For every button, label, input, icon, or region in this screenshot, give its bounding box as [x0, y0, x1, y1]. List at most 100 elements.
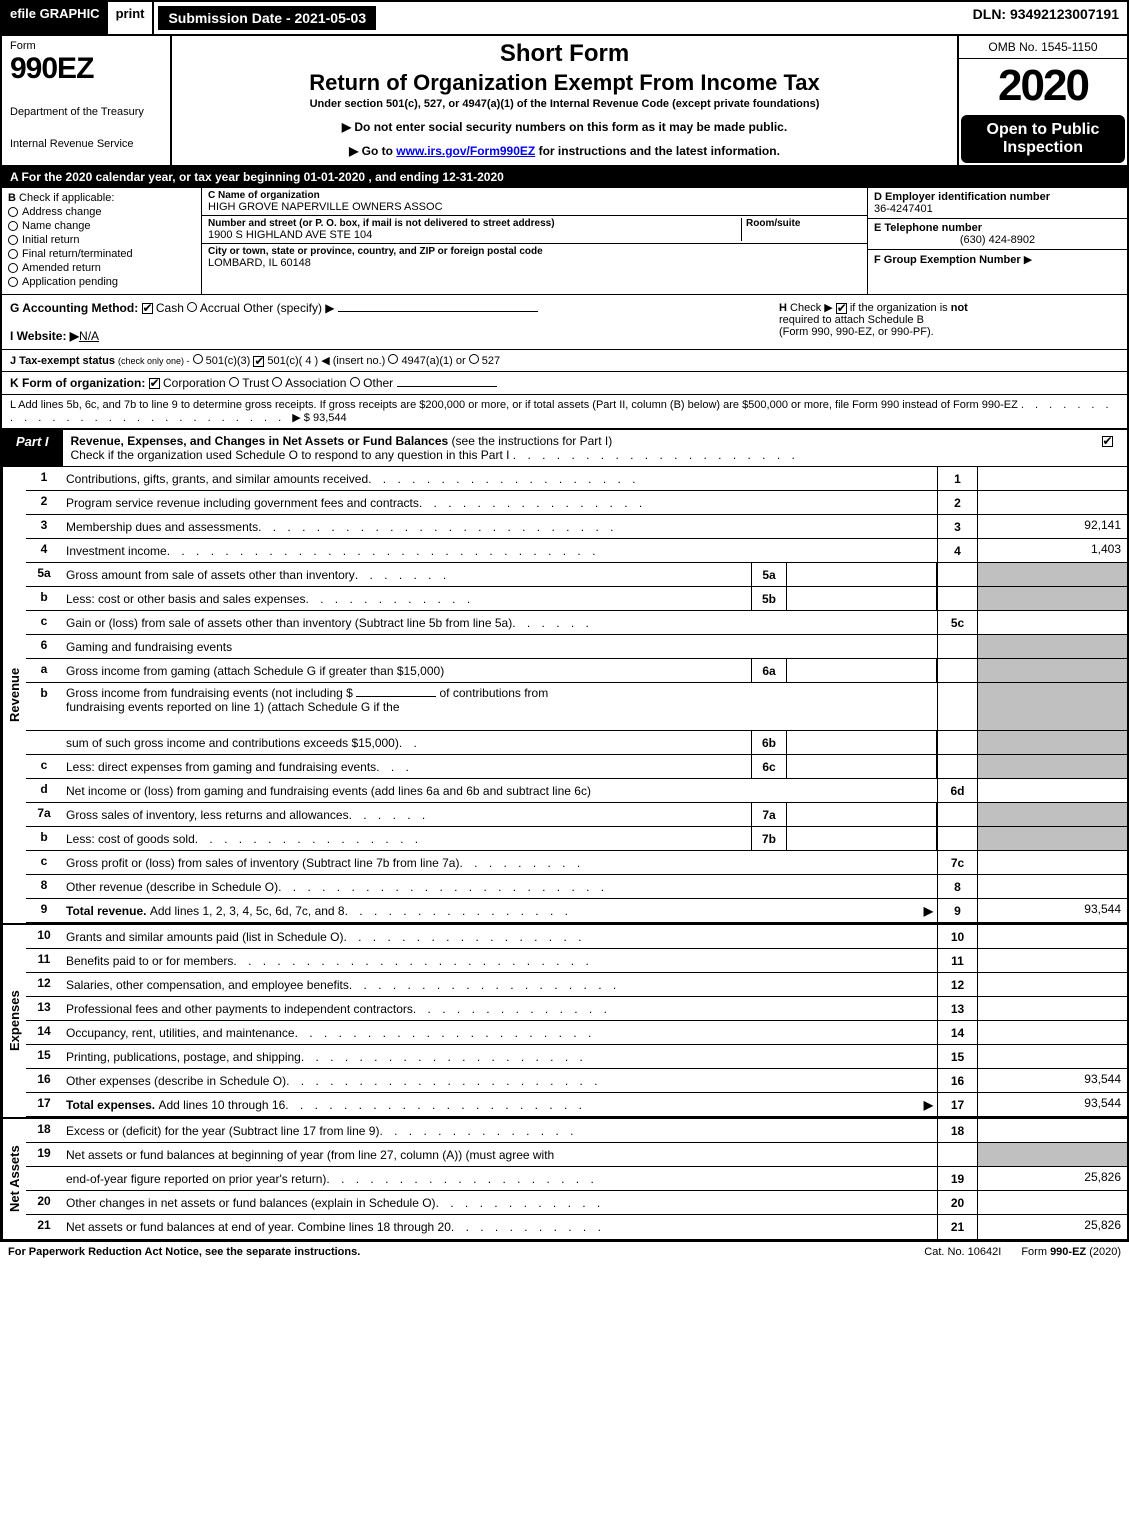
line-6b-1: b Gross income from fundraising events (… — [26, 683, 1127, 731]
dln-label: DLN: 93492123007191 — [965, 2, 1127, 34]
ln-6a: a — [26, 659, 62, 682]
section-b: B Check if applicable: Address change Na… — [2, 188, 202, 294]
desc-21-text: Net assets or fund balances at end of ye… — [66, 1220, 451, 1234]
page-footer: For Paperwork Reduction Act Notice, see … — [0, 1241, 1129, 1262]
val-20 — [977, 1191, 1127, 1214]
chk-h[interactable] — [836, 303, 847, 314]
d-value: 36-4247401 — [874, 203, 1121, 215]
footer-right-suffix: (2020) — [1086, 1246, 1121, 1258]
desc-20-text: Other changes in net assets or fund bala… — [66, 1196, 436, 1210]
dots: . . — [399, 736, 747, 750]
desc-9: Total revenue. Add lines 1, 2, 3, 4, 5c,… — [62, 899, 937, 922]
line-5c: c Gain or (loss) from sale of assets oth… — [26, 611, 1127, 635]
line-16: 16 Other expenses (describe in Schedule … — [26, 1069, 1127, 1093]
chk-501c3[interactable] — [193, 354, 203, 364]
entity-right: D Employer identification number 36-4247… — [867, 188, 1127, 294]
desc-6: Gaming and fundraising events — [62, 635, 937, 658]
line-6b-2: sum of such gross income and contributio… — [26, 731, 1127, 755]
city-row: City or town, state or province, country… — [202, 244, 867, 271]
num-21: 21 — [937, 1215, 977, 1239]
desc-5c-text: Gain or (loss) from sale of assets other… — [66, 616, 512, 630]
sec-a-begin: 01-01-2020 — [304, 170, 365, 184]
expenses-side-label: Expenses — [2, 925, 26, 1117]
group-exemption-row: F Group Exemption Number ▶ — [868, 250, 1127, 294]
circle-icon — [8, 221, 18, 231]
val-5b-shaded — [977, 587, 1127, 610]
subval-7b — [787, 827, 937, 850]
val-6c-shaded — [977, 755, 1127, 778]
city-label: City or town, state or province, country… — [208, 246, 861, 257]
app-pending-label: Application pending — [22, 276, 118, 288]
ln-6b: b — [26, 683, 62, 730]
chk-527[interactable] — [469, 354, 479, 364]
initial-return-label: Initial return — [22, 234, 79, 246]
desc-6b-1: Gross income from fundraising events (no… — [66, 686, 353, 700]
chk-assoc[interactable] — [272, 377, 282, 387]
part-1-header: Part I Revenue, Expenses, and Changes in… — [2, 430, 1127, 467]
dots: . . . . . . . . . . . . . . . . . . . . … — [233, 954, 933, 968]
street-label: Number and street (or P. O. box, if mail… — [208, 218, 741, 229]
desc-13-text: Professional fees and other payments to … — [66, 1002, 413, 1016]
k-other-field[interactable] — [397, 386, 497, 387]
desc-15: Printing, publications, postage, and shi… — [62, 1045, 937, 1068]
6b-amount-field[interactable] — [356, 696, 436, 697]
chk-amended-return[interactable]: Amended return — [8, 262, 195, 274]
val-14 — [977, 1021, 1127, 1044]
f-label: F Group Exemption Number — [874, 254, 1021, 266]
chk-app-pending[interactable]: Application pending — [8, 276, 195, 288]
chk-address-change[interactable]: Address change — [8, 206, 195, 218]
dots: . . . . . . . . . . . . . . — [413, 1002, 933, 1016]
val-16: 93,544 — [977, 1069, 1127, 1092]
desc-7b-text: Less: cost of goods sold — [66, 832, 195, 846]
desc-5b: Less: cost or other basis and sales expe… — [62, 587, 751, 610]
form-word: Form — [10, 40, 162, 52]
net-assets-side-label: Net Assets — [2, 1119, 26, 1239]
chk-corp[interactable] — [149, 378, 160, 389]
val-3: 92,141 — [977, 515, 1127, 538]
dots: . . . . . . . . . . . . . . . . . . . — [349, 978, 933, 992]
chk-4947[interactable] — [388, 354, 398, 364]
desc-6b-3-wrap: sum of such gross income and contributio… — [62, 731, 751, 754]
b-header: B Check if applicable: — [8, 192, 195, 204]
desc-3: Membership dues and assessments . . . . … — [62, 515, 937, 538]
k-label: K Form of organization: — [10, 376, 145, 390]
line-5a: 5a Gross amount from sale of assets othe… — [26, 563, 1127, 587]
print-button[interactable]: print — [108, 2, 155, 34]
h-text3: required to attach Schedule B — [779, 314, 924, 326]
chk-schedule-o[interactable] — [1102, 436, 1113, 447]
chk-501c[interactable] — [253, 356, 264, 367]
row-j: J Tax-exempt status (check only one) - 5… — [2, 350, 1127, 372]
chk-initial-return[interactable]: Initial return — [8, 234, 195, 246]
entity-block: B Check if applicable: Address change Na… — [2, 188, 1127, 295]
chk-final-return[interactable]: Final return/terminated — [8, 248, 195, 260]
val-6d — [977, 779, 1127, 802]
ln-15: 15 — [26, 1045, 62, 1068]
chk-cash[interactable] — [142, 303, 153, 314]
dots: . . . . . . . . . . . . . . — [379, 1124, 933, 1138]
desc-9-text: Add lines 1, 2, 3, 4, 5c, 6d, 7c, and 8 — [150, 904, 345, 918]
desc-21: Net assets or fund balances at end of ye… — [62, 1215, 937, 1239]
k-trust: Trust — [242, 376, 269, 390]
h-not: not — [951, 302, 968, 314]
subtitle: Under section 501(c), 527, or 4947(a)(1)… — [176, 98, 953, 110]
section-a-tax-year: A For the 2020 calendar year, or tax yea… — [2, 167, 1127, 188]
chk-other[interactable] — [350, 377, 360, 387]
num-7a-shaded — [937, 803, 977, 826]
desc-9-bold: Total revenue. — [66, 904, 146, 918]
row-g-h: G Accounting Method: Cash Accrual Other … — [2, 295, 1127, 350]
ln-16: 16 — [26, 1069, 62, 1092]
g-other-field[interactable] — [338, 311, 538, 312]
val-9: 93,544 — [977, 899, 1127, 922]
chk-trust[interactable] — [229, 377, 239, 387]
desc-2: Program service revenue including govern… — [62, 491, 937, 514]
desc-5c: Gain or (loss) from sale of assets other… — [62, 611, 937, 634]
val-12 — [977, 973, 1127, 996]
chk-name-change[interactable]: Name change — [8, 220, 195, 232]
desc-1: Contributions, gifts, grants, and simila… — [62, 467, 937, 490]
sub-6c: 6c — [751, 755, 787, 778]
dots: . . . . . . . . . . . . — [436, 1196, 933, 1210]
chk-accrual[interactable] — [187, 302, 197, 312]
i-value: N/A — [79, 329, 99, 343]
irs-link[interactable]: www.irs.gov/Form990EZ — [396, 144, 535, 158]
desc-6b: Gross income from fundraising events (no… — [62, 683, 937, 730]
